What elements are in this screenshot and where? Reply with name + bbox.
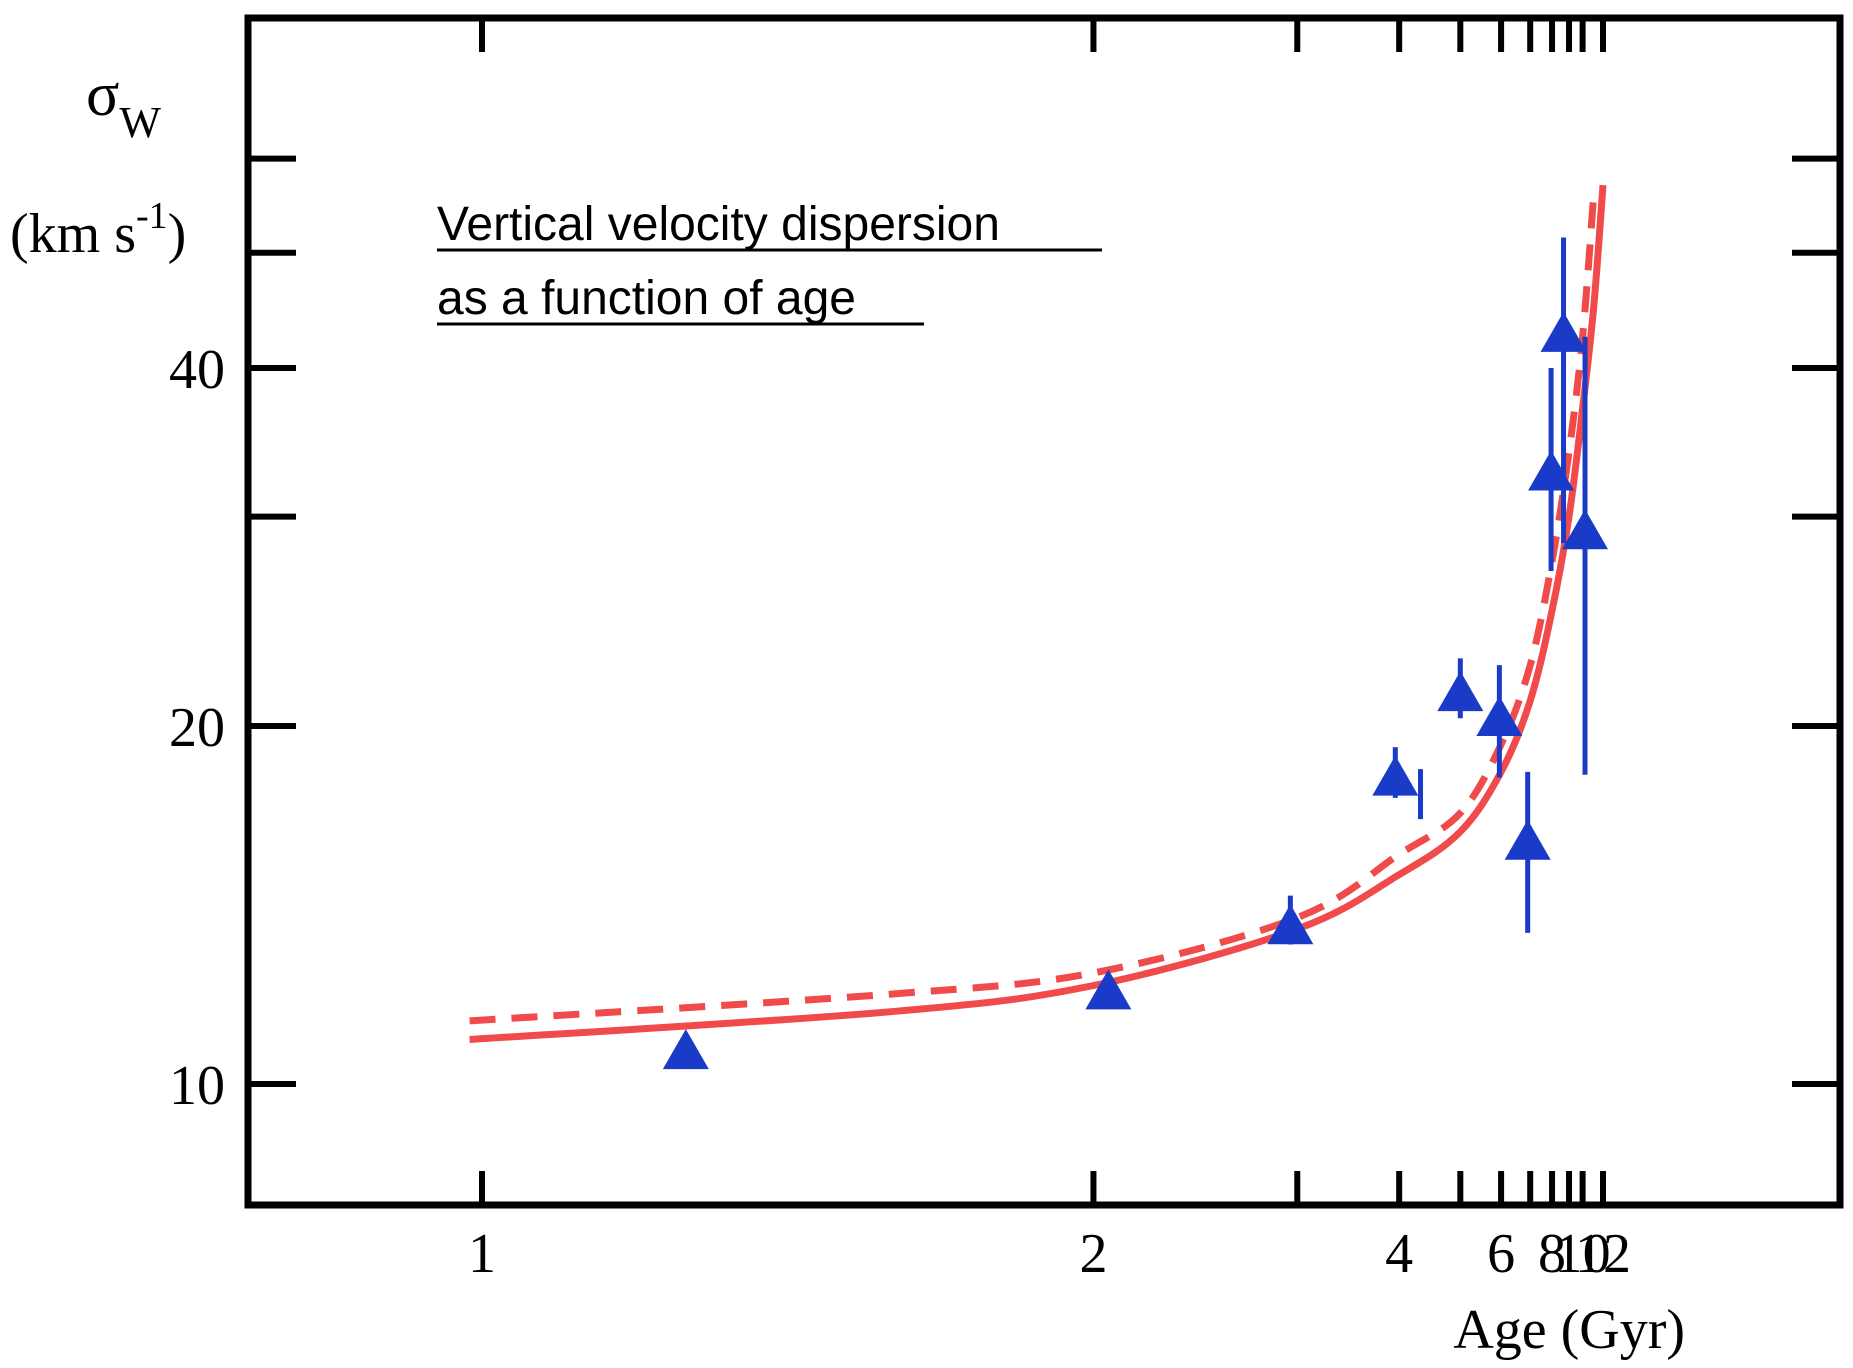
- y-axis-symbol: σW: [86, 61, 161, 147]
- y-axis-subscript: W: [119, 98, 161, 147]
- data-points: [662, 311, 1609, 1070]
- data-point-triangle: [1562, 509, 1609, 550]
- x-tick-label: 12: [1575, 1223, 1631, 1285]
- data-point-triangle: [1085, 969, 1132, 1010]
- data-point-triangle: [1476, 696, 1523, 737]
- x-tick-label: 6: [1487, 1223, 1515, 1285]
- data-point-triangle: [1528, 450, 1575, 491]
- data-point-triangle: [1437, 671, 1484, 712]
- x-axis-label: Age (Gyr): [1453, 1299, 1685, 1361]
- x-tick-label: 2: [1079, 1223, 1107, 1285]
- plot-frame: [244, 14, 1844, 1209]
- y-tick-label: 40: [169, 339, 225, 401]
- fit-line-dashed: [469, 193, 1598, 1025]
- y-axis-unit-sup: -1: [136, 195, 168, 237]
- major-ticks: [248, 18, 1840, 1205]
- x-tick-label: 1: [468, 1223, 496, 1285]
- data-point-triangle: [1267, 904, 1314, 945]
- y-axis-unit-open: (km s: [10, 203, 136, 265]
- y-axis-sigma: σ: [86, 61, 119, 129]
- data-point-triangle: [662, 1029, 709, 1070]
- data-point-triangle: [1540, 311, 1587, 352]
- x-tick-label: 10: [1555, 1223, 1611, 1285]
- y-axis-unit-close: ): [168, 203, 187, 265]
- y-tick-labels: 10 20 40: [169, 339, 225, 1117]
- annotation-line-2: as a function of age: [437, 272, 856, 325]
- data-point-triangle: [1504, 819, 1551, 860]
- y-tick-label: 10: [169, 1055, 225, 1117]
- x-tick-label: 8: [1538, 1223, 1566, 1285]
- annotation-line-1: Vertical velocity dispersion: [437, 198, 1000, 251]
- minor-ticks: [248, 18, 1840, 1205]
- y-axis-unit: (km s-1): [10, 195, 186, 265]
- x-tick-label: 4: [1385, 1223, 1413, 1285]
- y-tick-label: 20: [169, 697, 225, 759]
- data-point-triangle: [1372, 755, 1419, 796]
